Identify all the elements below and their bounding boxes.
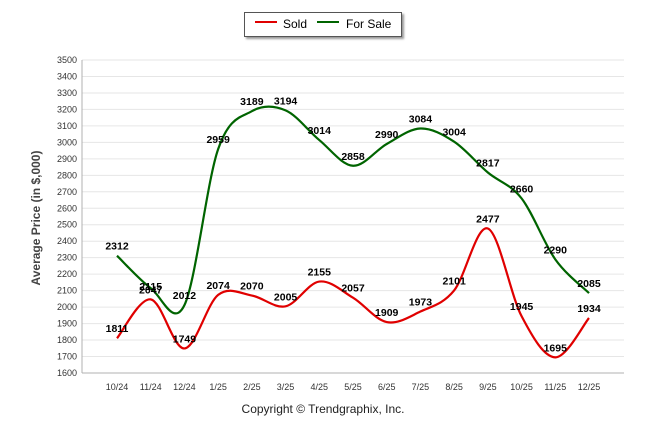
y-tick-label: 3300: [57, 88, 77, 98]
data-label: 2312: [105, 241, 129, 253]
data-label: 2817: [476, 158, 500, 170]
y-tick-label: 3200: [57, 104, 77, 114]
data-label: 3194: [274, 95, 298, 107]
x-tick-label: 10/25: [510, 382, 533, 392]
x-tick-label: 12/25: [578, 382, 601, 392]
x-tick-label: 11/25: [544, 382, 566, 392]
chart-legend: Sold For Sale: [244, 12, 402, 37]
data-label: 1909: [375, 307, 399, 319]
y-tick-label: 3000: [57, 137, 77, 147]
y-tick-label: 2800: [57, 170, 77, 180]
data-label: 2085: [577, 278, 601, 290]
x-tick-label: 10/24: [106, 382, 129, 392]
data-label: 3189: [240, 96, 264, 108]
data-label: 2070: [240, 281, 264, 293]
data-label: 2858: [341, 151, 365, 163]
x-tick-label: 6/25: [378, 382, 396, 392]
data-label: 2290: [544, 244, 568, 256]
x-tick-label: 5/25: [344, 382, 362, 392]
data-label: 2057: [341, 283, 365, 295]
x-tick-label: 7/25: [412, 382, 430, 392]
y-tick-label: 2100: [57, 286, 77, 296]
x-tick-label: 4/25: [311, 382, 329, 392]
data-label: 2047: [139, 284, 163, 296]
data-label: 2660: [510, 183, 534, 195]
y-tick-label: 2000: [57, 302, 77, 312]
data-label: 2115: [139, 281, 162, 293]
data-label: 3014: [308, 125, 332, 137]
series-line-for-sale: [116, 105, 590, 315]
legend-forsale-label: For Sale: [346, 17, 392, 31]
y-tick-label: 2200: [57, 269, 77, 279]
data-label: 1973: [409, 297, 433, 309]
y-tick-label: 1800: [57, 335, 77, 345]
data-label: 3084: [409, 114, 433, 126]
data-label: 2012: [173, 290, 197, 302]
legend-sold-label: Sold: [283, 17, 308, 31]
y-tick-label: 3400: [57, 71, 77, 81]
data-label: 2155: [308, 267, 332, 279]
y-tick-label: 3100: [57, 121, 77, 131]
copyright-text: Copyright © Trendgraphix, Inc.: [241, 402, 405, 416]
series-line-sold: [116, 227, 590, 359]
legend-forsale-swatch: [317, 21, 339, 23]
data-label: 1695: [544, 342, 568, 354]
y-tick-label: 1600: [57, 368, 77, 378]
y-tick-label: 3500: [57, 55, 77, 65]
x-tick-label: 3/25: [277, 382, 295, 392]
data-label: 3004: [442, 127, 466, 139]
y-tick-label: 2500: [57, 220, 77, 230]
legend-sold-swatch: [255, 21, 277, 23]
data-label: 1749: [173, 333, 197, 345]
data-label: 2101: [442, 275, 466, 287]
data-label: 2005: [274, 291, 298, 303]
y-tick-label: 2300: [57, 253, 77, 263]
x-tick-label: 12/24: [173, 382, 196, 392]
data-label: 2959: [206, 134, 230, 146]
y-tick-label: 1700: [57, 352, 77, 362]
x-tick-label: 1/25: [209, 382, 227, 392]
data-label: 2990: [375, 129, 399, 141]
y-tick-label: 2600: [57, 203, 77, 213]
y-tick-label: 2400: [57, 236, 77, 246]
y-tick-label: 2900: [57, 154, 77, 164]
x-tick-label: 11/24: [140, 382, 162, 392]
data-label: 1945: [510, 301, 534, 313]
x-tick-label: 8/25: [445, 382, 463, 392]
data-label: 2074: [206, 280, 230, 292]
y-tick-label: 2700: [57, 187, 77, 197]
data-label: 1811: [106, 323, 129, 335]
data-label: 1934: [577, 303, 601, 315]
data-label: 2477: [476, 214, 500, 226]
x-tick-label: 2/25: [243, 382, 261, 392]
y-tick-label: 1900: [57, 319, 77, 329]
x-tick-label: 9/25: [479, 382, 497, 392]
